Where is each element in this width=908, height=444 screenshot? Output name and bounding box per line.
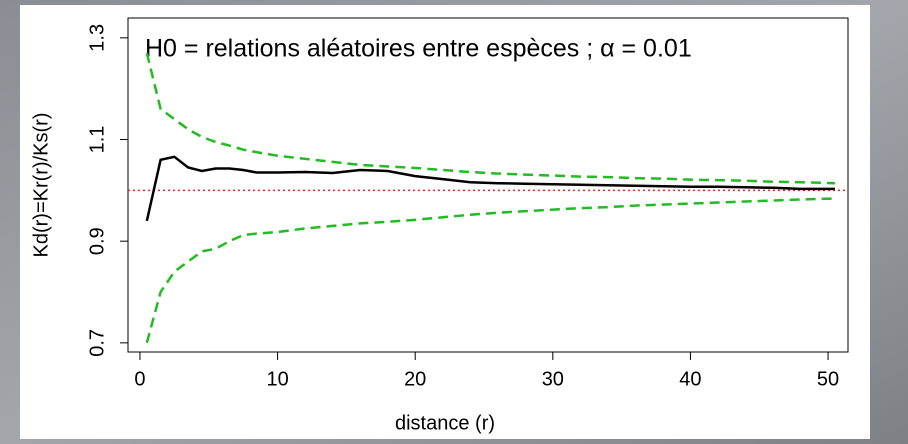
x-tick-label: 10 xyxy=(266,368,288,390)
series-line xyxy=(145,155,835,222)
x-tick-label: 0 xyxy=(134,368,145,390)
y-tick-label: 1.1 xyxy=(86,126,108,154)
y-axis-label: Kd(r)=Kr(r)/Ks(r) xyxy=(30,113,52,258)
y-tick-label: 0.7 xyxy=(86,329,108,357)
x-axis-label: distance (r) xyxy=(395,412,495,434)
chart-title: H0 = relations aléatoires entre espèces … xyxy=(145,35,692,63)
y-tick-label: 1.3 xyxy=(86,24,108,52)
plot-panel xyxy=(20,5,870,439)
y-tick-label: 0.9 xyxy=(86,227,108,255)
series-line xyxy=(145,52,835,185)
x-tick-label: 40 xyxy=(679,368,701,390)
x-tick-label: 20 xyxy=(404,368,426,390)
series-line xyxy=(145,197,835,344)
x-tick-label: 30 xyxy=(542,368,564,390)
x-tick-label: 50 xyxy=(817,368,839,390)
